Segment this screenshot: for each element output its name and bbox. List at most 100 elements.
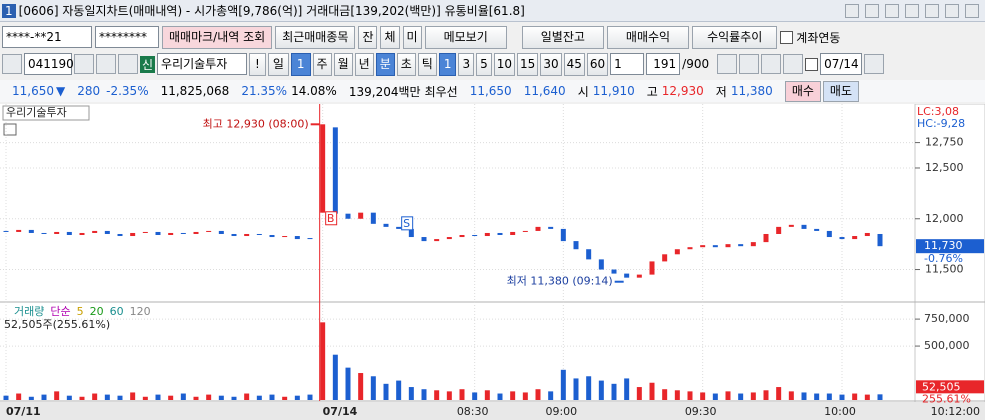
candle bbox=[104, 230, 110, 234]
candle bbox=[370, 212, 376, 224]
query-button[interactable]: 매매마크/내역 조회 bbox=[162, 25, 273, 49]
volume-bar bbox=[79, 396, 85, 400]
volume-bar bbox=[117, 395, 123, 400]
icon[interactable] bbox=[865, 3, 879, 18]
volume-bar bbox=[231, 396, 237, 400]
period-n[interactable]: 1 bbox=[290, 52, 311, 76]
volume-bar bbox=[142, 396, 148, 400]
interval-button[interactable]: 45 bbox=[563, 52, 585, 76]
small-button[interactable]: 미 bbox=[402, 25, 422, 49]
volume-bar bbox=[535, 389, 541, 400]
profit-button[interactable]: 매매수익 bbox=[606, 25, 690, 49]
icon[interactable] bbox=[845, 3, 859, 18]
y-tick-label: 12,500 bbox=[925, 161, 964, 174]
icon[interactable] bbox=[905, 3, 919, 18]
volume-bar bbox=[345, 367, 351, 400]
candle bbox=[649, 261, 655, 275]
candle bbox=[738, 244, 744, 247]
candle bbox=[383, 223, 389, 227]
account-select[interactable]: ****-**21 bbox=[2, 26, 92, 48]
interval-button[interactable]: 10 bbox=[493, 52, 516, 76]
icon[interactable] bbox=[739, 54, 760, 74]
candle bbox=[826, 230, 832, 238]
maximize[interactable] bbox=[945, 3, 959, 18]
candle bbox=[573, 241, 579, 250]
alert-button[interactable]: ! bbox=[249, 52, 266, 76]
candle bbox=[231, 233, 237, 237]
interval-button[interactable]: 60 bbox=[586, 52, 609, 76]
legend-item: 단순 bbox=[50, 305, 70, 318]
candle bbox=[244, 233, 250, 237]
candle bbox=[877, 233, 883, 247]
interval-button[interactable]: 3 bbox=[458, 52, 475, 76]
period-button[interactable]: 틱 bbox=[417, 52, 437, 76]
period-button[interactable]: 분 bbox=[375, 52, 395, 76]
candle bbox=[66, 231, 72, 236]
sell-button[interactable]: 매도 bbox=[822, 80, 860, 102]
candle bbox=[598, 259, 604, 270]
minimize[interactable] bbox=[925, 3, 939, 18]
calendar-icon[interactable] bbox=[864, 54, 885, 74]
ratio: 14.08% bbox=[291, 84, 337, 98]
buy-button[interactable]: 매수 bbox=[784, 80, 821, 102]
period-button[interactable]: 년 bbox=[354, 52, 374, 76]
interval-button[interactable]: 30 bbox=[540, 52, 562, 76]
yield-button[interactable]: 수익률추이 bbox=[692, 25, 778, 49]
icon[interactable] bbox=[761, 54, 782, 74]
interval-button[interactable]: 5 bbox=[476, 52, 492, 76]
volume-bar bbox=[370, 376, 376, 400]
candle bbox=[560, 228, 566, 242]
period-button[interactable]: 월 bbox=[333, 52, 353, 76]
code-input[interactable]: 041190 bbox=[24, 53, 74, 75]
checkbox[interactable] bbox=[805, 57, 819, 71]
daily-balance-button[interactable]: 일별잔고 bbox=[521, 25, 604, 49]
interval-button[interactable]: 1 bbox=[438, 52, 457, 76]
candle bbox=[674, 249, 680, 255]
count-max: /900 bbox=[682, 57, 710, 71]
candle bbox=[269, 235, 275, 238]
period-button[interactable]: 일 bbox=[267, 52, 289, 76]
volume-bar bbox=[54, 391, 60, 400]
x-tick-label: 07/14 bbox=[323, 405, 358, 418]
ask: 11,650 bbox=[469, 84, 512, 98]
small-button[interactable]: 잔 bbox=[358, 25, 378, 49]
volume-bar bbox=[864, 394, 870, 400]
current-price-box bbox=[916, 239, 984, 254]
icon[interactable] bbox=[96, 54, 116, 74]
legend-item: 거래량 bbox=[14, 305, 44, 318]
interval-button[interactable]: 15 bbox=[517, 52, 539, 76]
count-input[interactable]: 191 bbox=[646, 53, 681, 75]
volume-bar bbox=[763, 390, 769, 400]
recent-button[interactable]: 최근매매종목 bbox=[275, 25, 356, 49]
date-input[interactable]: 07/14 bbox=[820, 53, 863, 75]
unit-select[interactable]: 1 bbox=[610, 53, 645, 75]
icon[interactable] bbox=[717, 54, 738, 74]
candle bbox=[497, 232, 503, 236]
candle bbox=[763, 233, 769, 243]
search-icon[interactable] bbox=[74, 54, 94, 74]
candle bbox=[535, 226, 541, 231]
x-tick-label: 10:00 bbox=[824, 405, 856, 418]
candle bbox=[636, 274, 642, 278]
icon[interactable] bbox=[2, 54, 22, 74]
volume-bar bbox=[801, 392, 807, 400]
legend-item: 20 bbox=[90, 305, 104, 318]
grid-icon[interactable] bbox=[3, 123, 17, 136]
volume-bar bbox=[358, 373, 364, 400]
volume-bar bbox=[839, 394, 845, 400]
icon[interactable] bbox=[783, 54, 804, 74]
right-axis-panel bbox=[914, 104, 985, 420]
period-button[interactable]: 초 bbox=[396, 52, 416, 76]
small-button[interactable]: 체 bbox=[380, 25, 400, 49]
icon[interactable] bbox=[118, 54, 138, 74]
password-input[interactable]: ******** bbox=[95, 26, 159, 48]
period-button[interactable]: 주 bbox=[312, 52, 332, 76]
memo-button[interactable]: 메모보기 bbox=[424, 25, 507, 49]
volume-summary: 52,505주(255.61%) bbox=[4, 318, 110, 331]
checkbox[interactable] bbox=[780, 30, 794, 44]
icon[interactable] bbox=[885, 3, 899, 18]
volume-bar bbox=[180, 393, 186, 400]
close[interactable] bbox=[965, 3, 979, 18]
amount: 139,204백만 bbox=[348, 84, 421, 99]
x-tick-label: 09:00 bbox=[545, 405, 577, 418]
